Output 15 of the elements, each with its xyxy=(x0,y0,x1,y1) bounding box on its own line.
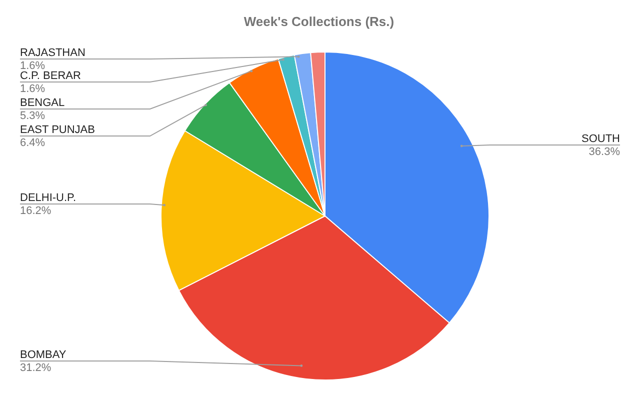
data-label: 1.6% xyxy=(20,83,46,95)
data-label: 31.2% xyxy=(20,362,52,374)
slice-label: SOUTH xyxy=(582,133,620,145)
slice-label: DELHI-U.P. xyxy=(20,192,76,204)
chart-title: Week's Collections (Rs.) xyxy=(242,14,396,29)
data-label: 6.4% xyxy=(20,137,46,149)
slice-label: BOMBAY xyxy=(20,349,67,361)
slice-label: RAJASTHAN xyxy=(20,47,86,59)
data-label: 1.6% xyxy=(20,60,46,72)
slice-label: BENGAL xyxy=(20,97,65,109)
data-label: 36.3% xyxy=(588,146,620,158)
data-label: 5.3% xyxy=(20,110,46,122)
slice-label: C.P. BERAR xyxy=(20,70,81,82)
slice-label: EAST PUNJAB xyxy=(20,124,95,136)
data-label: 16.2% xyxy=(20,205,52,217)
